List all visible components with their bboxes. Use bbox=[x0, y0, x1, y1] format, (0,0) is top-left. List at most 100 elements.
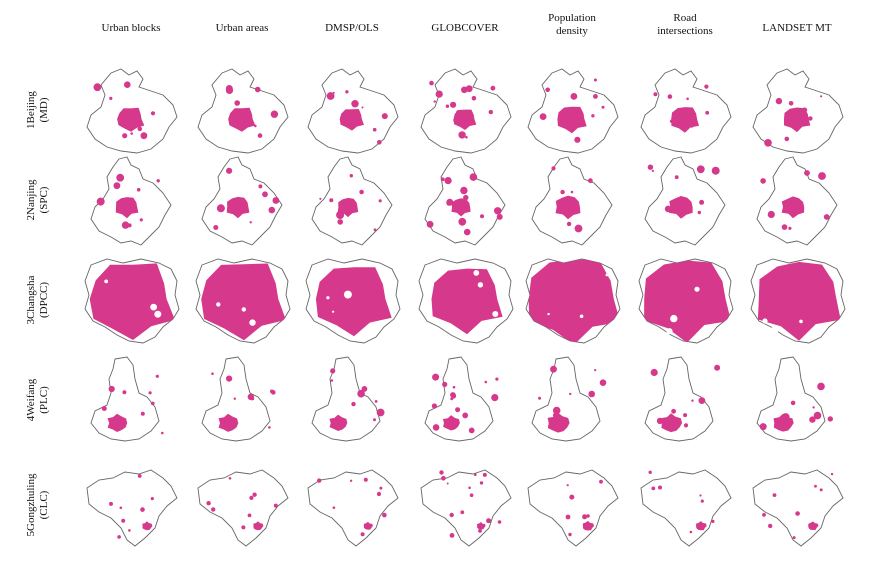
urban-patch bbox=[432, 424, 440, 431]
map-cell-r3-c1 bbox=[81, 255, 181, 345]
urban-patch bbox=[377, 140, 382, 145]
urban-patch bbox=[449, 533, 455, 538]
map-cell-r3-c4 bbox=[415, 255, 515, 345]
urban-patch bbox=[161, 431, 164, 435]
urban-patch bbox=[650, 368, 658, 377]
urban-patch bbox=[155, 374, 159, 378]
urban-patch bbox=[154, 310, 162, 318]
urban-core bbox=[784, 107, 811, 133]
urban-patch bbox=[462, 412, 469, 419]
urban-patch bbox=[812, 406, 815, 409]
city-map bbox=[527, 68, 619, 154]
city-map bbox=[644, 156, 726, 246]
urban-patch bbox=[605, 273, 609, 277]
urban-patch bbox=[790, 400, 796, 406]
urban-patch bbox=[762, 513, 766, 517]
map-cell-r3-c7 bbox=[747, 255, 847, 345]
urban-patch bbox=[122, 390, 127, 395]
urban-patch bbox=[827, 416, 833, 422]
urban-patch bbox=[136, 187, 141, 192]
city-boundary bbox=[307, 68, 399, 154]
urban-core bbox=[547, 412, 570, 433]
row-label-4: 4Weifang (PLC) bbox=[25, 360, 51, 440]
urban-patch bbox=[228, 477, 232, 480]
urban-patch bbox=[688, 122, 695, 128]
urban-patch bbox=[560, 200, 567, 207]
city-boundary bbox=[752, 68, 844, 154]
urban-patch bbox=[433, 100, 436, 103]
urban-patch bbox=[653, 92, 658, 97]
urban-core bbox=[201, 263, 286, 341]
urban-patch bbox=[361, 106, 364, 109]
urban-patch bbox=[585, 525, 588, 528]
city-map bbox=[756, 356, 833, 442]
city-boundary bbox=[197, 469, 289, 547]
map-cell-r2-c3 bbox=[302, 155, 402, 246]
urban-patch bbox=[363, 477, 368, 482]
urban-core bbox=[117, 107, 145, 132]
urban-core bbox=[781, 196, 805, 219]
urban-patch bbox=[468, 486, 471, 490]
city-map bbox=[638, 258, 734, 344]
urban-patch bbox=[150, 111, 156, 116]
urban-patch bbox=[213, 225, 219, 230]
urban-patch bbox=[439, 470, 444, 475]
urban-core bbox=[696, 521, 707, 531]
urban-patch bbox=[458, 131, 466, 139]
map-cell-r1-c1 bbox=[81, 65, 181, 155]
city-map bbox=[90, 356, 164, 442]
column-header-5: Population density bbox=[517, 12, 627, 38]
urban-core bbox=[644, 260, 731, 343]
urban-patch bbox=[96, 197, 105, 206]
urban-patch bbox=[446, 482, 449, 485]
urban-patch bbox=[494, 207, 502, 215]
urban-patch bbox=[450, 393, 457, 399]
urban-patch bbox=[486, 518, 492, 524]
urban-patch bbox=[449, 512, 454, 518]
city-map bbox=[527, 469, 619, 547]
urban-patch bbox=[764, 139, 772, 147]
urban-patch bbox=[121, 518, 126, 523]
urban-patch bbox=[326, 296, 330, 300]
row-label-class: (PLC) bbox=[38, 386, 50, 414]
urban-patch bbox=[823, 214, 830, 220]
city-boundary bbox=[311, 156, 393, 246]
column-header-line: Road bbox=[673, 12, 697, 24]
urban-patch bbox=[480, 214, 484, 219]
urban-patch bbox=[767, 210, 775, 219]
urban-patch bbox=[547, 312, 550, 316]
city-boundary bbox=[418, 258, 514, 344]
urban-patch bbox=[124, 81, 131, 88]
urban-patch bbox=[254, 124, 257, 128]
column-header-1: Urban blocks bbox=[76, 22, 186, 35]
urban-core bbox=[115, 197, 139, 219]
urban-patch bbox=[714, 364, 721, 371]
column-header-line: intersections bbox=[657, 25, 713, 37]
column-header-3: DMSP/OLS bbox=[297, 22, 407, 35]
city-boundary bbox=[84, 258, 180, 344]
urban-patch bbox=[241, 307, 246, 312]
urban-patch bbox=[452, 385, 456, 389]
urban-patch bbox=[444, 177, 452, 185]
city-map bbox=[420, 469, 512, 547]
urban-patch bbox=[101, 406, 107, 411]
urban-core bbox=[453, 109, 477, 130]
map-cell-r5-c3 bbox=[302, 460, 402, 550]
city-map bbox=[311, 156, 393, 246]
urban-patch bbox=[566, 221, 572, 227]
urban-patch bbox=[336, 211, 345, 219]
urban-patch bbox=[674, 175, 679, 180]
row-label-class: (SPC) bbox=[38, 186, 50, 214]
urban-patch bbox=[374, 400, 378, 403]
urban-patch bbox=[148, 391, 152, 395]
urban-patch bbox=[376, 408, 385, 417]
urban-core bbox=[253, 521, 264, 531]
map-cell-r3-c3 bbox=[302, 255, 402, 345]
urban-patch bbox=[473, 270, 480, 276]
urban-core bbox=[329, 414, 348, 431]
urban-patch bbox=[258, 184, 263, 189]
urban-patch bbox=[330, 379, 334, 382]
urban-patch bbox=[686, 97, 689, 101]
row-label-class: (DPCC) bbox=[38, 281, 50, 319]
urban-core bbox=[431, 268, 503, 335]
